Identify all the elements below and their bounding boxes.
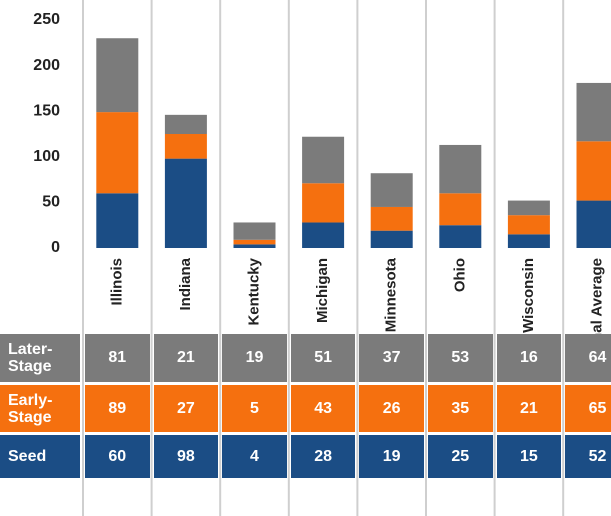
y-tick-label: 200: [33, 57, 60, 74]
bar-segment: [164, 158, 207, 248]
table-cell: 65: [565, 385, 611, 432]
table-cell: 26: [359, 385, 424, 432]
row-label: Later-Stage: [0, 334, 80, 382]
x-tick-label: Indiana: [177, 257, 194, 310]
y-tick-label: 150: [33, 102, 60, 119]
table-cell: 19: [222, 334, 287, 382]
table-cell: 52: [565, 435, 611, 478]
bar-segment: [302, 136, 345, 184]
x-tick-label: Michigan: [314, 258, 331, 323]
x-tick-label: Illinois: [108, 258, 125, 306]
bar-segment: [370, 173, 413, 207]
y-tick-label: 50: [42, 194, 60, 211]
table-cell: 64: [565, 334, 611, 382]
bar-segment: [370, 230, 413, 248]
bar-segment: [302, 222, 345, 248]
bar-segment: [164, 134, 207, 159]
table-cell: 43: [290, 385, 356, 432]
table-cell: 53: [428, 334, 493, 382]
bar-segment: [507, 200, 550, 216]
table-cell: 15: [496, 435, 562, 478]
x-tick-label: Minnesota: [383, 257, 400, 332]
bar-segment: [233, 222, 276, 240]
bar-segment: [439, 144, 482, 194]
bar-segment: [233, 244, 276, 248]
table-cell: 21: [153, 334, 219, 382]
table-cell: 16: [496, 334, 562, 382]
table-cell: 25: [428, 435, 493, 478]
bar-segment: [302, 183, 345, 223]
table-cell: 35: [428, 385, 493, 432]
bar-segment: [439, 193, 482, 226]
x-tick-label: Kentucky: [245, 257, 262, 325]
bar-segment: [96, 112, 139, 194]
bar-segment: [576, 200, 611, 248]
table-cell: 98: [153, 435, 219, 478]
bar-segment: [576, 141, 611, 201]
row-label: Early-Stage: [0, 385, 80, 432]
table-cell: 5: [222, 385, 287, 432]
table-cell: 81: [85, 334, 150, 382]
table-cell: 28: [290, 435, 356, 478]
bar-segment: [576, 82, 611, 142]
y-tick-label: 100: [33, 148, 60, 165]
table-cell: 89: [85, 385, 150, 432]
table-cell: 21: [496, 385, 562, 432]
bar-segment: [507, 234, 550, 248]
table-cell: 19: [359, 435, 424, 478]
bar-segment: [164, 114, 207, 134]
x-tick-label: Ohio: [451, 258, 468, 292]
table-cell: 27: [153, 385, 219, 432]
bar-segment: [439, 225, 482, 248]
bar-segment: [233, 239, 276, 245]
table-cell: 51: [290, 334, 356, 382]
table-cell: 37: [359, 334, 424, 382]
table-cell: 60: [85, 435, 150, 478]
bar-segment: [96, 193, 139, 248]
y-tick-label: 0: [51, 239, 60, 256]
row-label: Seed: [0, 435, 80, 478]
bar-segment: [507, 215, 550, 235]
y-tick-label: 250: [33, 11, 60, 28]
bar-segment: [96, 38, 139, 113]
bar-segment: [370, 206, 413, 231]
table-cell: 4: [222, 435, 287, 478]
x-tick-label: Wisconsin: [520, 258, 537, 333]
